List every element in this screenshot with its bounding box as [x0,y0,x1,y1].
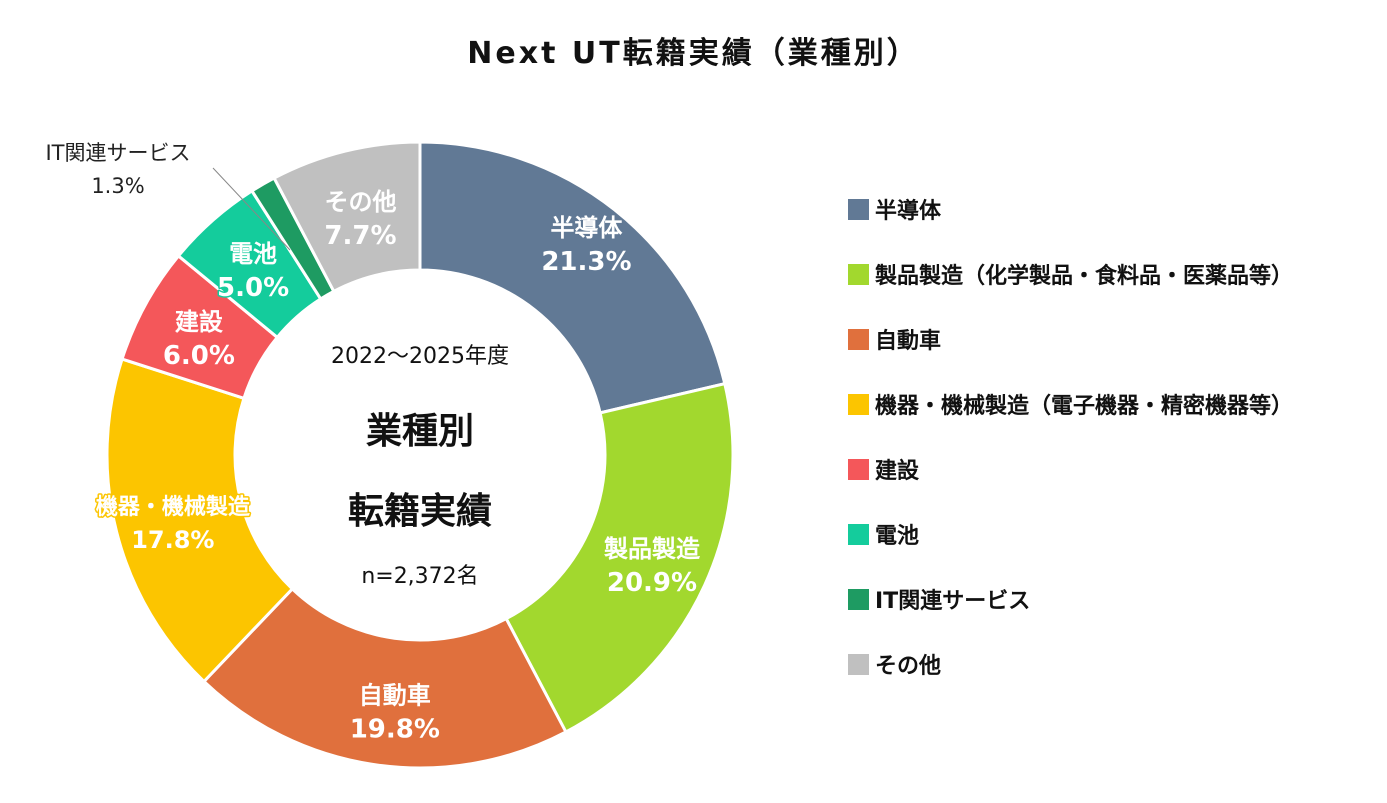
legend: 半導体製品製造（化学製品・食料品・医薬品等） 自動車機器・機械製造（電子機器・精密… [848,193,1293,713]
slice-1-label: 半導体 [550,214,623,242]
donut-slices [105,140,735,770]
legend-item-8: その他 [848,648,1293,680]
legend-item-1: 半導体 [848,193,1293,225]
legend-swatch [848,263,869,285]
slice-1 [418,140,727,415]
legend-item-5: 建設 [848,453,1293,485]
legend-item-6: 電池 [848,518,1293,550]
legend-swatch [848,523,869,545]
center-title-line2: 転籍実績 [348,491,492,532]
legend-label: 製品製造（化学製品・食料品・医薬品等） [875,264,1294,289]
slice-2-label: 製品製造 [604,535,700,563]
slice-4-value: 17.8% [131,526,214,554]
legend-swatch [848,393,869,415]
legend-item-7: IT関連サービス [848,583,1293,615]
slice-4-label: 機器・機械製造 [96,494,250,520]
legend-item-2: 製品製造（化学製品・食料品・医薬品等） [848,258,1293,290]
center-title-line1: 業種別 [366,411,474,452]
legend-label: 建設 [875,459,920,484]
slice-2-value: 20.9% [607,568,697,598]
legend-swatch [848,198,869,220]
legend-swatch [848,328,869,350]
slice-8-value: 7.7% [324,221,396,251]
slice-3 [201,586,568,770]
slice-2 [504,381,735,734]
slice-5-label: 建設 [175,308,224,336]
legend-label: 自動車 [875,329,942,354]
slice-6-label: 電池 [229,240,277,268]
slice-3-label: 自動車 [359,682,431,710]
legend-label: IT関連サービス [875,589,1031,614]
slice-labels: 半導体 21.3% 製品製造 20.9% 自動車 19.8% 機器・機械製造 17.8% 建設 6… [94,187,701,746]
legend-item-4: 機器・機械製造（電子機器・精密機器等） [848,388,1293,420]
legend-swatch [848,588,869,610]
slice-5-value: 6.0% [163,341,235,371]
legend-swatch [848,653,869,675]
center-n: n=2,372名 [361,564,478,589]
slice-8 [272,140,422,294]
slice-3-value: 19.8% [350,715,440,745]
chart-title: Next UT転籍実績（業種別） [467,36,920,71]
slice-6-value: 5.0% [217,273,289,303]
it-services-leader-line [212,167,291,251]
center-period: 2022～2025年度 [331,344,509,369]
legend-item-3: 自動車 [848,323,1293,355]
slice-4 [105,357,295,684]
legend-label: 電池 [875,524,920,549]
legend-swatch [848,458,869,480]
slice-1-value: 21.3% [541,247,631,277]
slice-8-label: その他 [324,188,396,216]
it-services-value: 1.3% [91,174,144,198]
it-services-label: IT関連サービス [45,141,190,165]
legend-label: 半導体 [875,199,942,224]
legend-label: その他 [875,654,942,679]
legend-label: 機器・機械製造（電子機器・精密機器等） [875,394,1294,419]
